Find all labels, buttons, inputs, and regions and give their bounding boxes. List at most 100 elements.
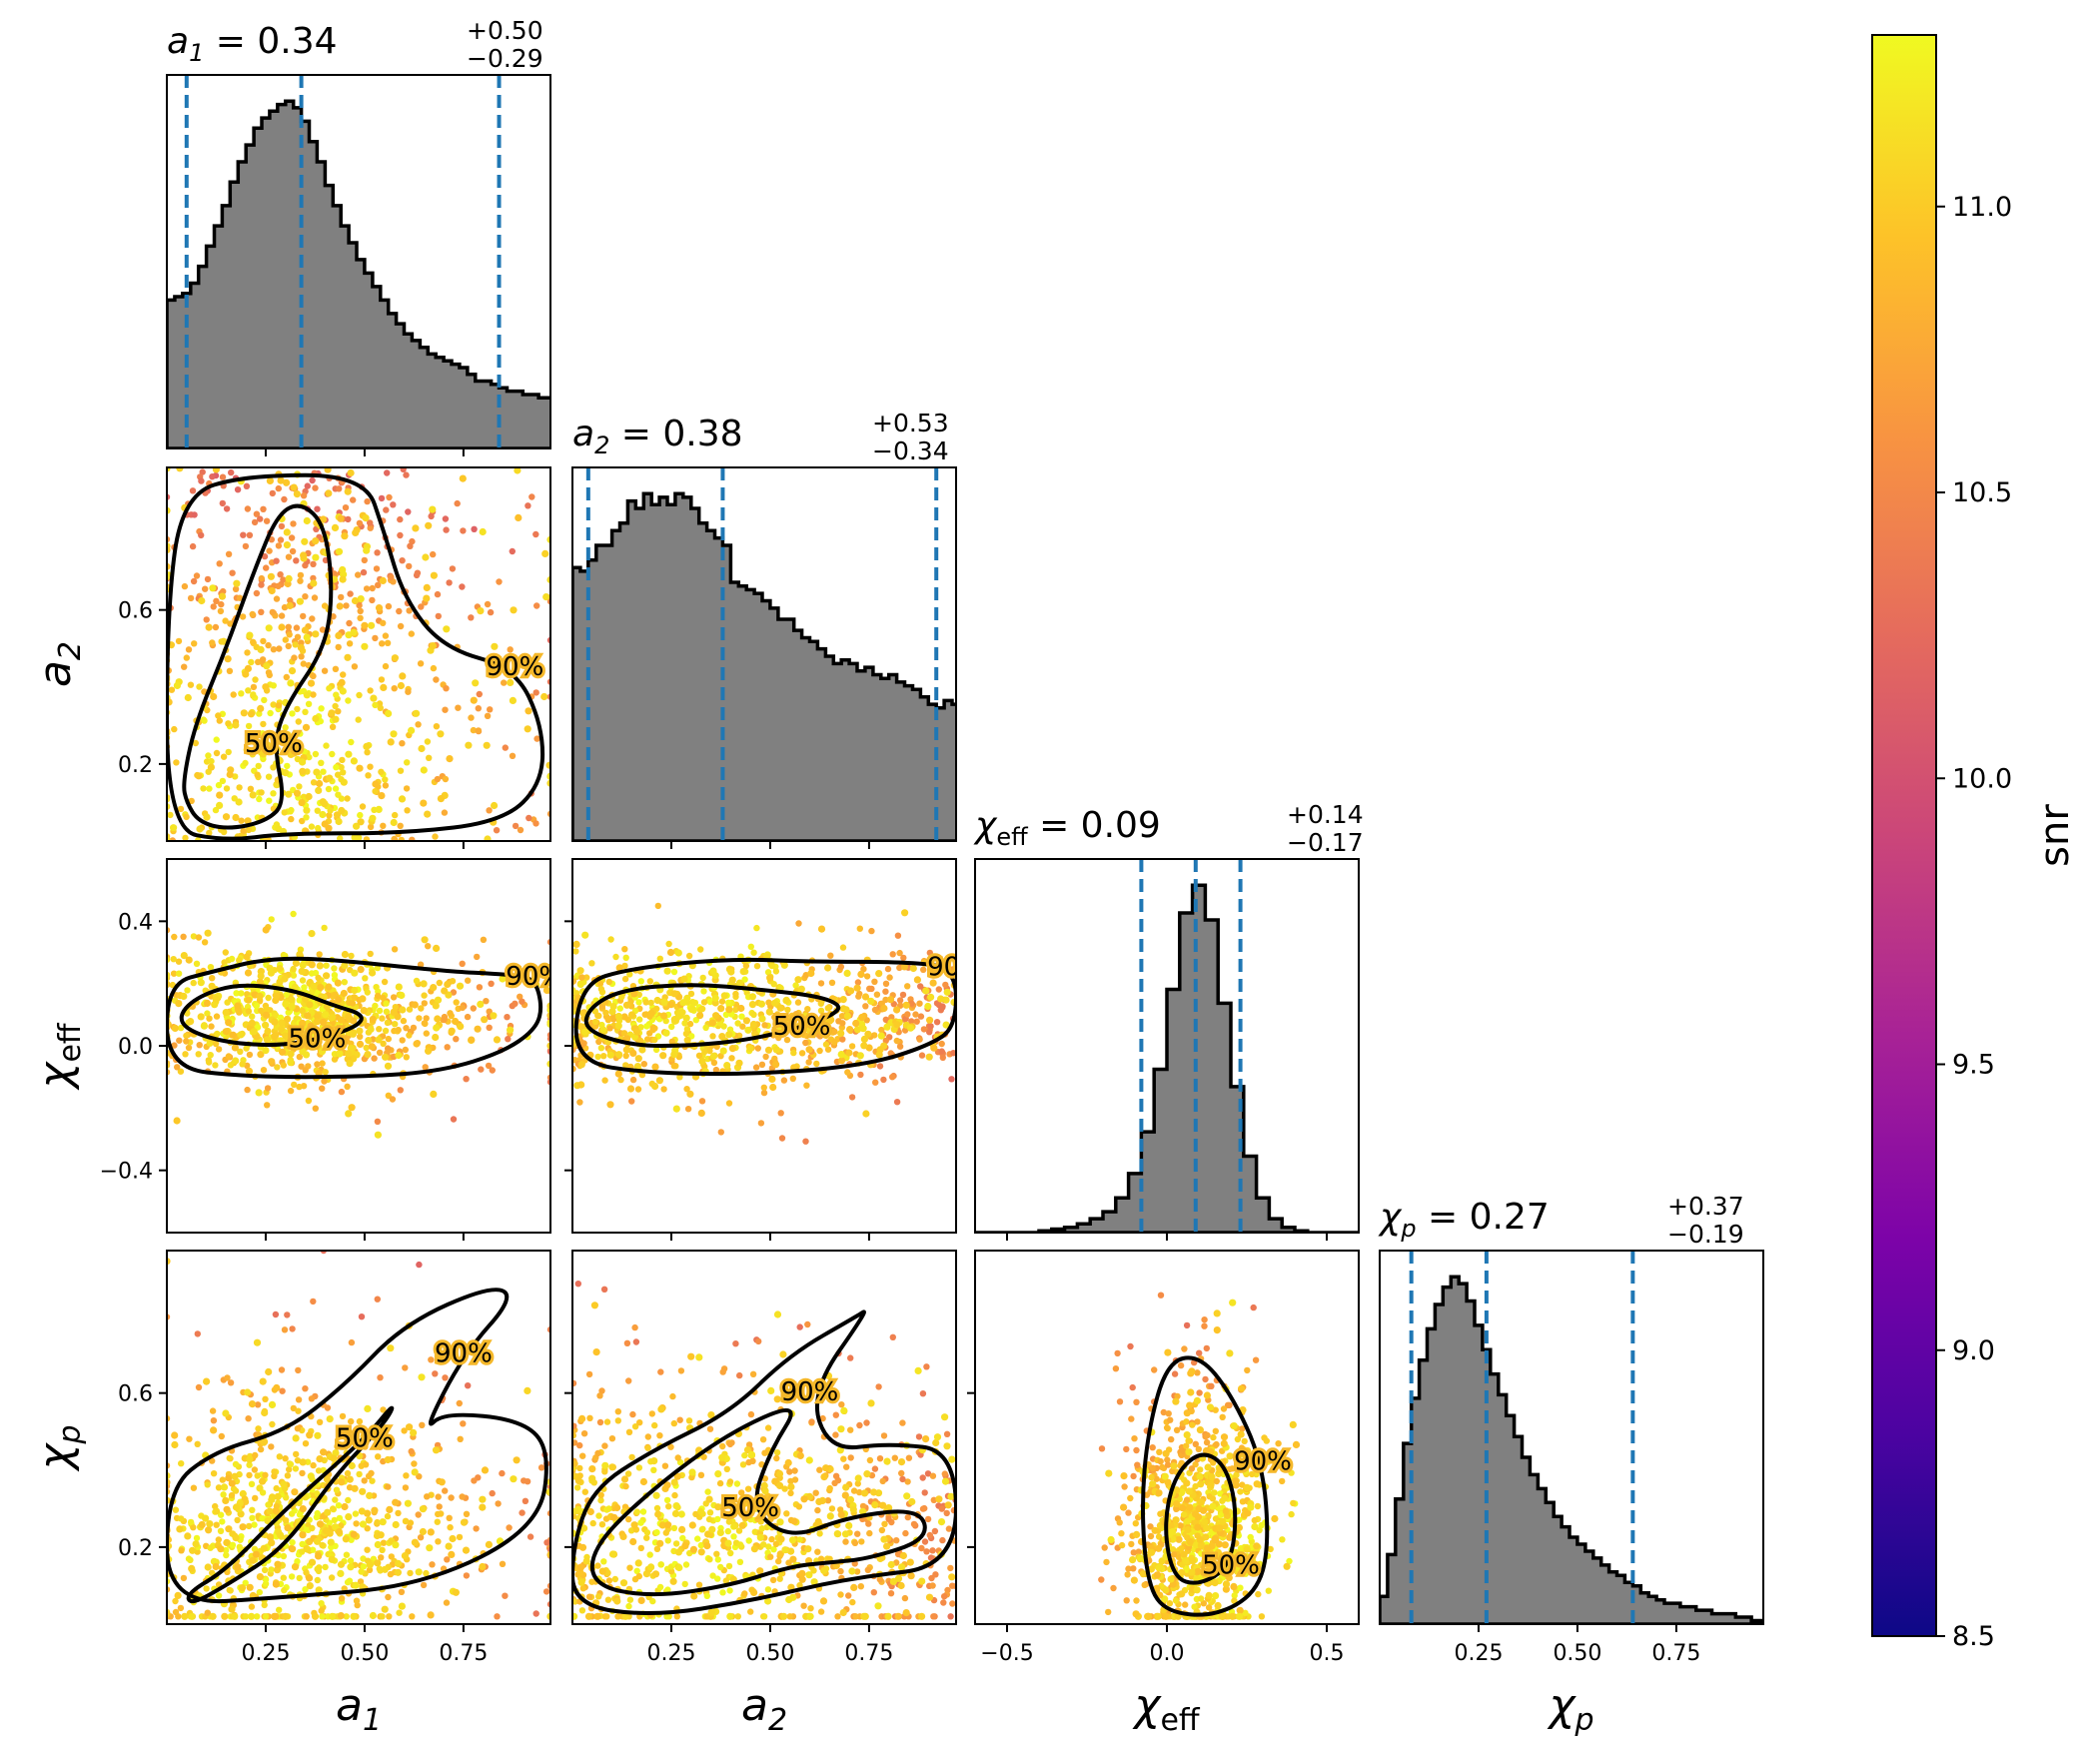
- scatter-point: [258, 581, 265, 588]
- histogram-chi_eff: [975, 883, 1359, 1233]
- scatter-point: [772, 1020, 780, 1028]
- scatter-point: [664, 1586, 671, 1593]
- scatter-point: [385, 1483, 392, 1490]
- scatter-point: [915, 1433, 923, 1440]
- scatter-point: [278, 612, 286, 619]
- scatter-point: [176, 467, 184, 472]
- scatter-point: [261, 696, 268, 704]
- scatter-point: [623, 1035, 631, 1043]
- scatter-point: [223, 1505, 231, 1513]
- contour-label-50: 50%: [773, 1012, 831, 1042]
- scatter-point: [848, 1094, 856, 1101]
- scatter-point: [770, 1546, 777, 1553]
- scatter-point: [909, 964, 917, 973]
- scatter-point: [745, 1458, 752, 1466]
- scatter-point: [196, 1042, 203, 1049]
- scatter-point: [1124, 1571, 1131, 1578]
- panel-a2-chi_p: 50%90%0.25 0.50 0.75: [564, 1250, 957, 1666]
- scatter-point: [436, 1503, 443, 1510]
- scatter-point: [306, 753, 313, 761]
- scatter-point: [299, 1007, 306, 1015]
- scatter-point: [639, 1477, 648, 1486]
- scatter-point: [224, 1374, 231, 1381]
- scatter-point: [750, 1011, 757, 1018]
- scatter-point: [453, 1339, 461, 1347]
- scatter-point: [344, 795, 351, 802]
- scatter-point: [649, 1024, 657, 1033]
- scatter-point: [215, 1484, 223, 1491]
- scatter-point: [783, 1510, 790, 1517]
- scatter-point: [719, 1589, 726, 1596]
- scatter-point: [285, 553, 293, 560]
- scatter-point: [352, 1510, 360, 1517]
- scatter-point: [420, 980, 428, 988]
- histogram-a1: [167, 99, 550, 448]
- scatter-point: [942, 996, 950, 1004]
- scatter-point: [347, 1044, 355, 1052]
- scatter-point: [714, 1575, 721, 1582]
- scatter-point: [276, 645, 283, 652]
- scatter-point: [742, 1017, 751, 1025]
- scatter-point: [843, 969, 851, 978]
- scatter-point: [325, 983, 333, 991]
- scatter-point: [241, 1495, 249, 1503]
- scatter-point: [263, 564, 270, 571]
- scatter-point: [190, 979, 197, 987]
- scatter-point: [403, 1025, 410, 1032]
- scatter-point: [581, 1488, 588, 1495]
- scatter-point: [302, 1586, 309, 1593]
- scatter-point: [175, 970, 183, 977]
- scatter-point: [381, 978, 389, 986]
- scatter-point: [259, 750, 267, 758]
- scatter-point: [220, 637, 228, 645]
- scatter-point: [342, 504, 350, 511]
- scatter-point: [712, 1066, 720, 1074]
- scatter-point: [651, 1421, 658, 1429]
- scatter-point: [348, 1461, 356, 1470]
- scatter-point: [738, 1521, 746, 1529]
- scatter-point: [920, 966, 927, 973]
- scatter-point: [908, 1497, 916, 1506]
- scatter-point: [419, 1421, 426, 1429]
- title-subscript: eff: [996, 823, 1028, 851]
- scatter-point: [378, 792, 386, 800]
- scatter-point: [462, 1546, 471, 1554]
- scatter-point: [762, 1053, 769, 1061]
- scatter-point: [728, 976, 736, 984]
- scatter-point: [477, 607, 485, 615]
- scatter-point: [649, 1597, 656, 1605]
- scatter-point: [837, 1510, 845, 1518]
- scatter-point: [842, 1538, 849, 1545]
- scatter-point: [910, 1520, 918, 1528]
- scatter-point: [332, 715, 340, 723]
- scatter-point: [295, 1366, 302, 1374]
- scatter-point: [775, 1034, 782, 1042]
- scatter-point: [1130, 1565, 1137, 1572]
- scatter-point: [180, 952, 188, 960]
- scatter-point: [260, 637, 267, 645]
- scatter-point: [276, 965, 284, 973]
- scatter-point: [373, 984, 380, 991]
- scatter-point: [784, 1458, 792, 1467]
- scatter-point: [283, 541, 291, 549]
- scatter-point: [171, 1042, 178, 1049]
- scatter-point: [837, 1591, 844, 1598]
- scatter-point: [238, 690, 245, 697]
- scatter-point: [714, 1515, 721, 1523]
- scatter-point: [353, 1520, 360, 1527]
- scatter-point: [860, 1489, 869, 1497]
- scatter-point: [270, 646, 278, 653]
- scatter-point: [661, 1462, 669, 1469]
- scatter-point: [227, 1379, 235, 1386]
- scatter-point: [343, 1551, 351, 1558]
- scatter-point: [775, 1557, 782, 1565]
- scatter-point: [852, 1613, 859, 1620]
- scatter-point: [787, 1483, 795, 1491]
- scatter-point: [929, 1582, 936, 1589]
- y-tick-label: 0.6: [118, 599, 153, 624]
- scatter-point: [432, 1033, 440, 1042]
- scatter-point: [178, 1547, 185, 1554]
- scatter-point: [688, 1473, 695, 1481]
- scatter-point: [330, 1505, 337, 1512]
- scatter-point: [348, 738, 355, 746]
